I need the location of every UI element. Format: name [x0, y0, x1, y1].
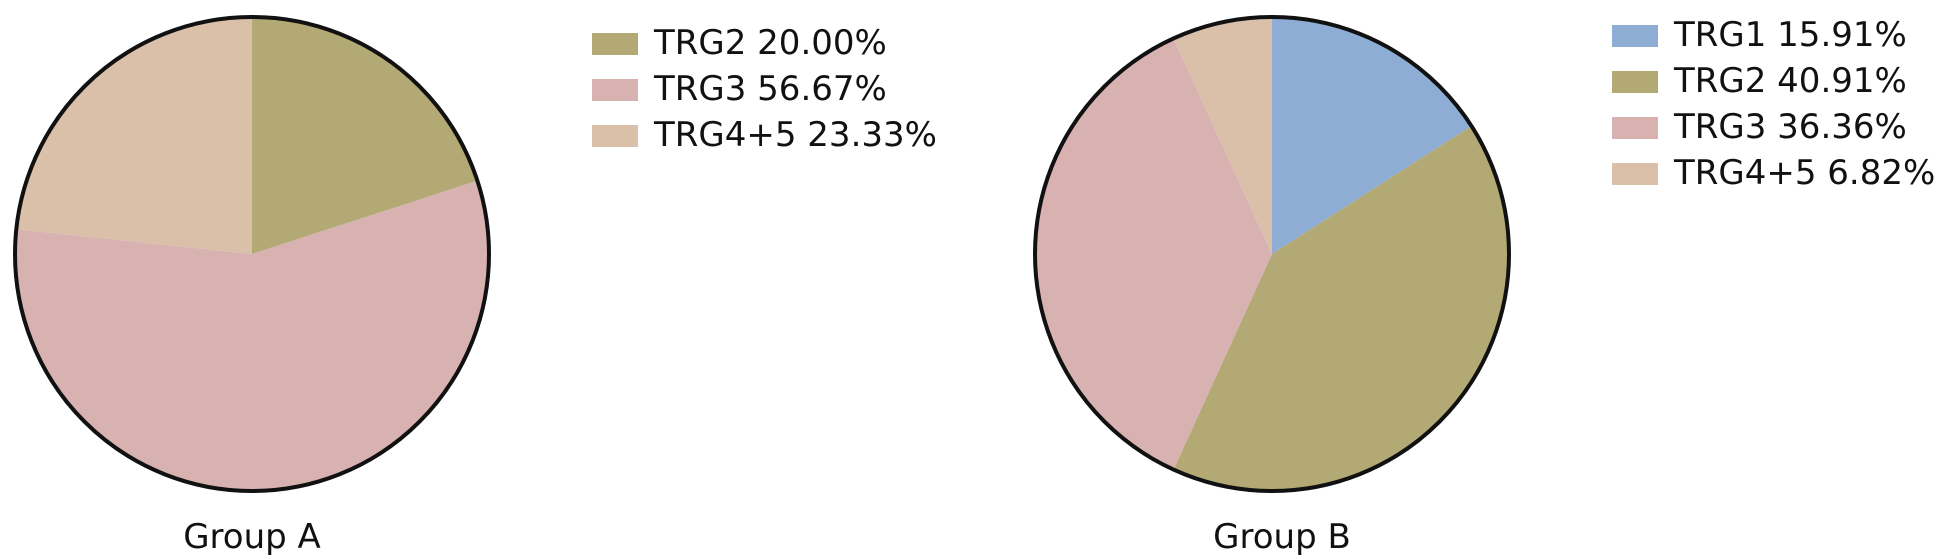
legend-label-group-b-2: TRG3 36.36%: [1673, 107, 1907, 147]
legend-label-group-a-2: TRG4+5 23.33%: [653, 115, 937, 155]
pie-slice-group-a-trg4-5: [16, 17, 253, 254]
legend-swatch-group-a-1: [592, 79, 638, 101]
pie-slice-group-b-trg2: [1173, 125, 1509, 491]
legend-swatch-group-b-3: [1612, 163, 1658, 185]
legend-swatch-group-b-2: [1612, 117, 1658, 139]
pie-slices-group-b: [1034, 17, 1509, 491]
pie-chart-group-b: TRG1 15.91% TRG2 40.91% TRG3 36.36% TRG4+5 …: [1033, 15, 1935, 557]
pie-outline-group-b: [1033, 15, 1511, 493]
legend-group-a: TRG2 20.00% TRG3 56.67% TRG4+5 23.33%: [592, 23, 937, 155]
pie-slice-group-b-trg1: [1272, 17, 1472, 254]
pie-outline-group-a: [13, 15, 491, 493]
legend-swatch-group-a-2: [592, 125, 638, 147]
legend-group-b: TRG1 15.91% TRG2 40.91% TRG3 36.36% TRG4+5 …: [1612, 15, 1935, 193]
pie-slices-group-a: [14, 17, 490, 492]
legend-label-group-b-3: TRG4+5 6.82%: [1673, 153, 1935, 193]
legend-swatch-group-a-0: [592, 33, 638, 55]
pie-chart-group-a: TRG2 20.00% TRG3 56.67% TRG4+5 23.33% Grou…: [13, 15, 937, 557]
pie-slice-group-a-trg3: [14, 180, 490, 492]
group-b-label: Group B: [1213, 517, 1351, 557]
legend-label-group-a-0: TRG2 20.00%: [653, 23, 887, 63]
pie-slice-group-b-trg4-5: [1173, 17, 1272, 254]
legend-swatch-group-b-1: [1612, 71, 1658, 93]
group-a-label: Group A: [183, 517, 321, 557]
pie-slice-group-b-trg3: [1034, 38, 1272, 470]
pie-slice-group-a-trg2: [252, 17, 478, 254]
legend-label-group-b-0: TRG1 15.91%: [1673, 15, 1907, 55]
legend-swatch-group-b-0: [1612, 25, 1658, 47]
legend-label-group-b-1: TRG2 40.91%: [1673, 61, 1907, 101]
legend-label-group-a-1: TRG3 56.67%: [653, 69, 887, 109]
